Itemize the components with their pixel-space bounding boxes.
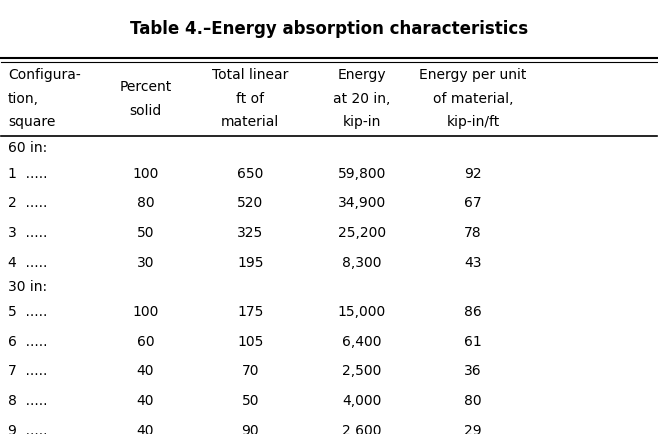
Text: at 20 in,: at 20 in, <box>333 92 390 106</box>
Text: 70: 70 <box>241 365 259 378</box>
Text: 36: 36 <box>465 365 482 378</box>
Text: Configura-: Configura- <box>8 68 81 82</box>
Text: 60 in:: 60 in: <box>8 141 47 155</box>
Text: 80: 80 <box>137 196 155 210</box>
Text: 90: 90 <box>241 424 259 434</box>
Text: 4  .....: 4 ..... <box>8 256 47 270</box>
Text: 40: 40 <box>137 424 154 434</box>
Text: 2,500: 2,500 <box>342 365 382 378</box>
Text: 9  .....: 9 ..... <box>8 424 47 434</box>
Text: 61: 61 <box>465 335 482 349</box>
Text: 6  .....: 6 ..... <box>8 335 47 349</box>
Text: Total linear: Total linear <box>212 68 289 82</box>
Text: 50: 50 <box>137 226 154 240</box>
Text: 25,200: 25,200 <box>338 226 386 240</box>
Text: ft of: ft of <box>236 92 265 106</box>
Text: tion,: tion, <box>8 92 39 106</box>
Text: 6,400: 6,400 <box>342 335 382 349</box>
Text: material: material <box>221 115 280 129</box>
Text: 100: 100 <box>132 167 159 181</box>
Text: Percent: Percent <box>119 80 172 94</box>
Text: Table 4.–Energy absorption characteristics: Table 4.–Energy absorption characteristi… <box>130 20 528 37</box>
Text: square: square <box>8 115 55 129</box>
Text: 520: 520 <box>238 196 263 210</box>
Text: 34,900: 34,900 <box>338 196 386 210</box>
Text: 100: 100 <box>132 305 159 319</box>
Text: Energy per unit: Energy per unit <box>419 68 527 82</box>
Text: 80: 80 <box>465 394 482 408</box>
Text: kip-in: kip-in <box>343 115 381 129</box>
Text: kip-in/ft: kip-in/ft <box>447 115 500 129</box>
Text: solid: solid <box>130 104 162 118</box>
Text: 92: 92 <box>465 167 482 181</box>
Text: 86: 86 <box>465 305 482 319</box>
Text: 40: 40 <box>137 394 154 408</box>
Text: 43: 43 <box>465 256 482 270</box>
Text: 7  .....: 7 ..... <box>8 365 47 378</box>
Text: of material,: of material, <box>433 92 513 106</box>
Text: 29: 29 <box>465 424 482 434</box>
Text: 8  .....: 8 ..... <box>8 394 47 408</box>
Text: 30: 30 <box>137 256 154 270</box>
Text: 5  .....: 5 ..... <box>8 305 47 319</box>
Text: 60: 60 <box>137 335 155 349</box>
Text: 8,300: 8,300 <box>342 256 382 270</box>
Text: 650: 650 <box>237 167 264 181</box>
Text: 1  .....: 1 ..... <box>8 167 47 181</box>
Text: Energy: Energy <box>338 68 386 82</box>
Text: 105: 105 <box>237 335 264 349</box>
Text: 40: 40 <box>137 365 154 378</box>
Text: 4,000: 4,000 <box>342 394 382 408</box>
Text: 67: 67 <box>465 196 482 210</box>
Text: 59,800: 59,800 <box>338 167 386 181</box>
Text: 50: 50 <box>241 394 259 408</box>
Text: 15,000: 15,000 <box>338 305 386 319</box>
Text: 78: 78 <box>465 226 482 240</box>
Text: 2,600: 2,600 <box>342 424 382 434</box>
Text: 175: 175 <box>237 305 264 319</box>
Text: 195: 195 <box>237 256 264 270</box>
Text: 3  .....: 3 ..... <box>8 226 47 240</box>
Text: 2  .....: 2 ..... <box>8 196 47 210</box>
Text: 325: 325 <box>238 226 263 240</box>
Text: 30 in:: 30 in: <box>8 279 47 294</box>
